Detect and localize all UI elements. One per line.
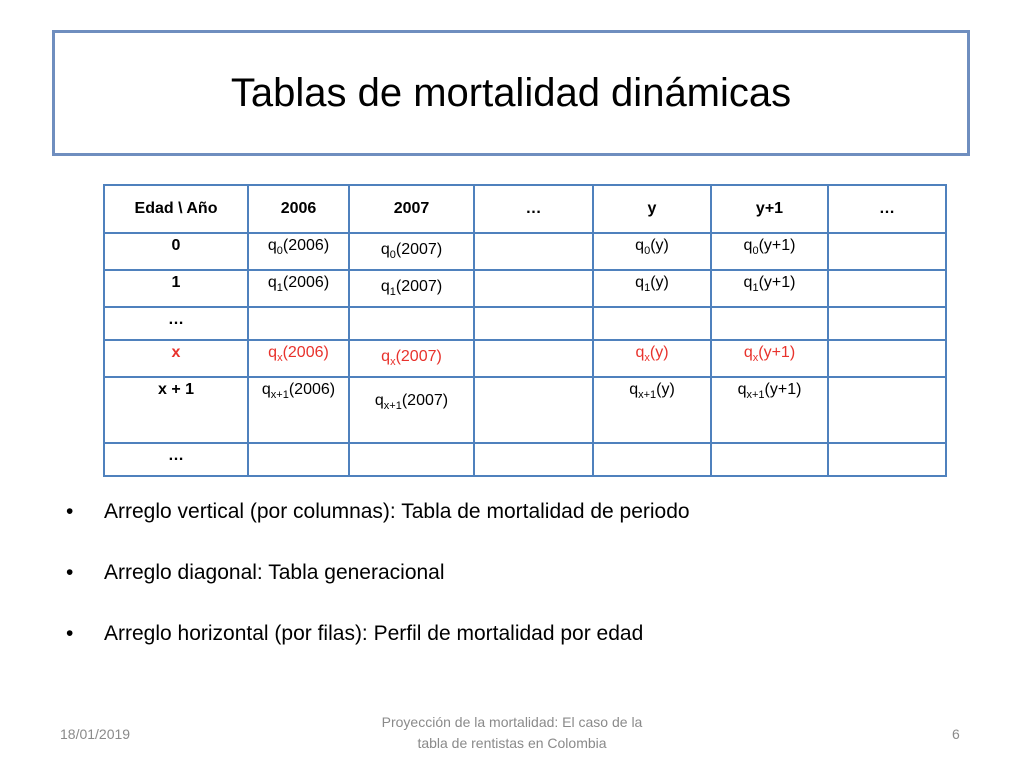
q-cell: qx+1(y): [592, 376, 712, 444]
header-2006: 2006: [247, 184, 350, 234]
empty-cell: [827, 232, 947, 271]
q-cell: q1(y+1): [710, 269, 829, 308]
table-row: x + 1 qx+1(2006) qx+1(2007) qx+1(y) qx+1…: [103, 376, 947, 444]
bullet-list: • Arreglo vertical (por columnas): Tabla …: [60, 500, 690, 683]
mortality-table: Edad \ Año 2006 2007 … y y+1 … 0 q0(2006…: [103, 184, 947, 477]
q-cell: qx(y+1): [710, 339, 829, 378]
empty-cell: [247, 442, 350, 477]
q-cell: q1(2006): [247, 269, 350, 308]
empty-cell: [827, 376, 947, 444]
q-cell: qx(2007): [348, 339, 475, 378]
header-ellipsis-end: …: [827, 184, 947, 234]
q-cell: qx(2006): [247, 339, 350, 378]
q-cell: qx(y): [592, 339, 712, 378]
bullet-icon: •: [66, 622, 74, 645]
header-ellipsis: …: [473, 184, 594, 234]
bullet-item: • Arreglo horizontal (por filas): Perfil …: [60, 622, 690, 653]
header-y-plus-1: y+1: [710, 184, 829, 234]
table-row: 1 q1(2006) q1(2007) q1(y) q1(y+1): [103, 269, 947, 308]
footer-title-line: Proyección de la mortalidad: El caso de …: [381, 714, 643, 730]
age-cell: x: [103, 339, 249, 378]
empty-cell: [473, 269, 594, 308]
empty-cell: [710, 306, 829, 341]
q-cell: q0(2007): [348, 232, 475, 271]
page-number: 6: [952, 726, 960, 742]
age-cell: …: [103, 306, 249, 341]
empty-cell: [827, 269, 947, 308]
bullet-text: Arreglo horizontal (por filas): Perfil d…: [104, 622, 644, 645]
empty-cell: [827, 306, 947, 341]
bullet-item: • Arreglo vertical (por columnas): Tabla …: [60, 500, 690, 531]
bullet-item: • Arreglo diagonal: Tabla generacional: [60, 561, 690, 592]
empty-cell: [348, 306, 475, 341]
q-cell: q0(y+1): [710, 232, 829, 271]
empty-cell: [592, 306, 712, 341]
footer-date: 18/01/2019: [60, 726, 131, 742]
age-cell: 0: [103, 232, 249, 271]
q-cell: qx+1(2006): [247, 376, 350, 444]
empty-cell: [473, 339, 594, 378]
q-cell: qx+1(2007): [348, 376, 475, 444]
footer-title: Proyección de la mortalidad: El caso de …: [352, 712, 672, 754]
q-cell: q0(y): [592, 232, 712, 271]
empty-cell: [247, 306, 350, 341]
empty-cell: [827, 339, 947, 378]
empty-cell: [473, 232, 594, 271]
q-cell: qx+1(y+1): [710, 376, 829, 444]
empty-cell: [473, 376, 594, 444]
empty-cell: [592, 442, 712, 477]
q-cell: q1(2007): [348, 269, 475, 308]
header-2007: 2007: [348, 184, 475, 234]
table-header-row: Edad \ Año 2006 2007 … y y+1 …: [103, 184, 947, 234]
empty-cell: [710, 442, 829, 477]
header-y: y: [592, 184, 712, 234]
table-row-highlighted: x qx(2006) qx(2007) qx(y) qx(y+1): [103, 339, 947, 378]
footer-title-line: tabla de rentistas en Colombia: [417, 735, 607, 751]
age-cell: x + 1: [103, 376, 249, 444]
empty-cell: [473, 442, 594, 477]
q-cell: q0(2006): [247, 232, 350, 271]
bullet-icon: •: [66, 500, 74, 523]
age-cell: 1: [103, 269, 249, 308]
empty-cell: [827, 442, 947, 477]
empty-cell: [348, 442, 475, 477]
table-row: …: [103, 306, 947, 341]
bullet-text: Arreglo vertical (por columnas): Tabla d…: [104, 500, 690, 523]
table-row: 0 q0(2006) q0(2007) q0(y) q0(y+1): [103, 232, 947, 271]
bullet-text: Arreglo diagonal: Tabla generacional: [104, 561, 445, 584]
header-edad-ano: Edad \ Año: [103, 184, 249, 234]
q-cell: q1(y): [592, 269, 712, 308]
table-row: …: [103, 442, 947, 477]
bullet-icon: •: [66, 561, 74, 584]
slide-title: Tablas de mortalidad dinámicas: [230, 70, 792, 115]
age-cell: …: [103, 442, 249, 477]
title-box: Tablas de mortalidad dinámicas: [52, 30, 970, 156]
empty-cell: [473, 306, 594, 341]
